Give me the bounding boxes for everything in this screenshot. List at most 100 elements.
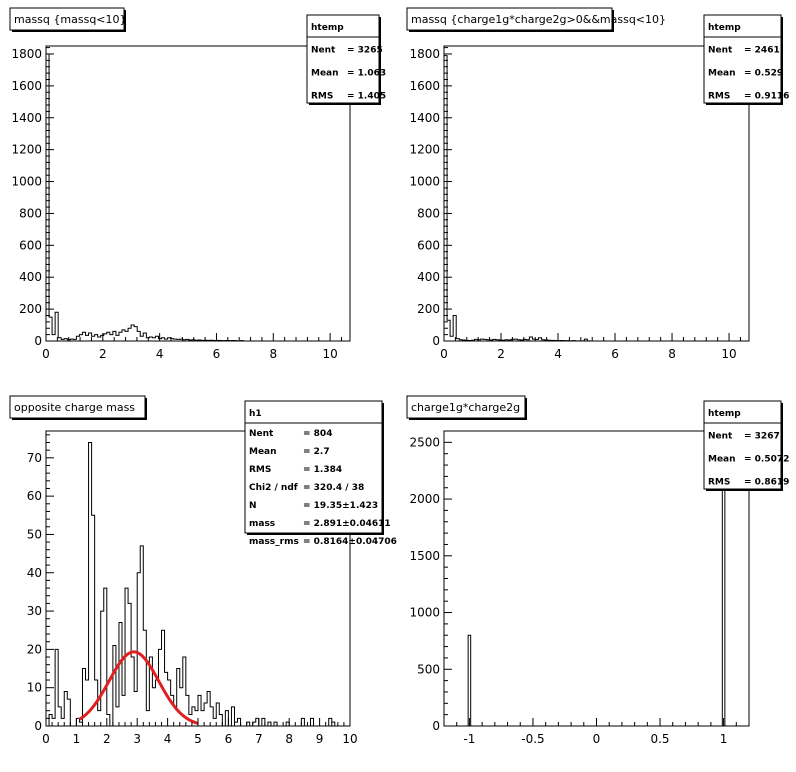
stats-label: RMS [708, 478, 730, 488]
stats-label: N [249, 501, 257, 511]
y-tick-label: 1800 [409, 47, 440, 61]
y-tick-label: 1200 [11, 143, 42, 157]
x-tick-label: 0.5 [650, 732, 669, 746]
x-tick-label: 8 [668, 347, 676, 361]
y-tick-label: 70 [27, 451, 42, 465]
stats-value: = 19.35±1.423 [303, 501, 378, 511]
histogram-outline [45, 53, 245, 342]
stats-name: htemp [708, 409, 741, 419]
stats-value: = 0.8619 [744, 478, 789, 488]
stats-label: Nent [708, 46, 733, 56]
stats-label: mass [249, 519, 275, 529]
histogram-panel-2: 0 2 4 6 8 10 0 200 400 600 800 1000 1200 1400 1600 1800… [406, 7, 789, 361]
stats-value: = 804 [303, 429, 332, 439]
y-tick-label: 0 [432, 334, 440, 348]
y-tick-label: 600 [19, 238, 42, 252]
stats-label: Mean [311, 69, 339, 79]
title-box [9, 7, 125, 31]
y-tick-label: 0 [34, 719, 42, 733]
y-tick-label: 600 [417, 238, 440, 252]
x-tick-label: 0 [42, 732, 50, 746]
y-tick-label: 400 [417, 270, 440, 284]
y-tick-label: 1600 [11, 79, 42, 93]
x-tick-label: 9 [316, 732, 324, 746]
stats-box [703, 400, 782, 490]
x-tick-label: 10 [721, 347, 736, 361]
stats-label: Mean [708, 455, 736, 465]
stats-value: = 2.7 [303, 447, 330, 457]
y-tick-label: 40 [27, 566, 42, 580]
x-tick-label: -1 [463, 732, 475, 746]
stats-label: mass_rms [249, 537, 299, 547]
x-tick-label: 8 [269, 347, 277, 361]
x-tick-label: 1 [720, 732, 728, 746]
y-tick-label: 60 [27, 489, 42, 503]
stats-value: = 0.529 [744, 69, 783, 79]
stats-value: = 3267 [744, 432, 780, 442]
y-tick-label: 200 [417, 302, 440, 316]
y-tick-label: 1600 [409, 79, 440, 93]
x-tick-label: 1 [73, 732, 81, 746]
stats-value: = 1.384 [303, 465, 342, 475]
plot-title: massq {massq<10} [14, 13, 127, 26]
y-tick-label: 1400 [409, 111, 440, 125]
x-tick-label: 2 [497, 347, 505, 361]
x-tick-label: 4 [164, 732, 172, 746]
x-tick-label: 10 [342, 732, 357, 746]
histogram-panel-3: 0 1 2 3 4 5 6 7 8 9 10 0 10 20 30 40 50 60 70 opposite char… [9, 395, 397, 746]
title-box [9, 395, 146, 419]
y-tick-label: 1800 [11, 47, 42, 61]
x-tick-label: 6 [213, 347, 221, 361]
y-tick-label: 0 [432, 719, 440, 733]
stats-value: = 2.891±0.04611 [303, 519, 391, 529]
y-tick-label: 1400 [11, 111, 42, 125]
x-tick-label: 10 [322, 347, 337, 361]
stats-name: h1 [249, 409, 262, 419]
x-tick-label: 2 [103, 732, 111, 746]
histogram-outline [443, 55, 591, 342]
plot-title: charge1g*charge2g [411, 401, 520, 414]
y-tick-label: 800 [417, 206, 440, 220]
y-tick-label: 10 [27, 681, 42, 695]
stats-value: = 3265 [347, 46, 383, 56]
plot-title: massq {charge1g*charge2g>0&&massq<10} [411, 13, 666, 26]
stats-value: = 0.9116 [744, 92, 789, 102]
y-tick-label: 20 [27, 642, 42, 656]
stats-name: htemp [708, 23, 741, 33]
stats-label: RMS [708, 92, 730, 102]
y-tick-label: 1000 [409, 175, 440, 189]
title-box [406, 395, 526, 419]
x-tick-label: 4 [554, 347, 562, 361]
stats-label: Nent [311, 46, 336, 56]
histogram-panel-1: 0 2 4 6 8 10 0 200 400 600 800 1000 1200 1400 1600 1800… [9, 7, 386, 361]
stats-label: RMS [311, 92, 333, 102]
y-tick-label: 400 [19, 270, 42, 284]
x-tick-label: 6 [225, 732, 233, 746]
histogram-panel-4: -1 -0.5 0 0.5 1 0 500 1000 1500 2000 2500 charge1g*… [406, 395, 789, 746]
y-tick-label: 1200 [409, 143, 440, 157]
y-tick-label: 0 [34, 334, 42, 348]
x-tick-label: 5 [194, 732, 202, 746]
y-tick-label: 500 [417, 662, 440, 676]
stats-label: Mean [708, 69, 736, 79]
x-tick-label: 7 [255, 732, 263, 746]
stats-value: = 0.5072 [744, 455, 789, 465]
x-tick-label: 2 [99, 347, 107, 361]
stats-box [703, 14, 782, 104]
y-tick-label: 2500 [409, 435, 440, 449]
stats-box [306, 14, 380, 104]
x-tick-label: 0 [440, 347, 448, 361]
stats-value: = 0.8164±0.04706 [303, 537, 397, 547]
x-tick-label: 0 [42, 347, 50, 361]
stats-label: Nent [249, 429, 274, 439]
x-tick-label: 0 [593, 732, 601, 746]
x-tick-label: 4 [156, 347, 164, 361]
stats-value: = 2461 [744, 46, 780, 56]
y-tick-label: 800 [19, 206, 42, 220]
y-tick-label: 2000 [409, 492, 440, 506]
x-tick-label: -0.5 [521, 732, 544, 746]
stats-label: Chi2 / ndf [249, 483, 298, 493]
stats-label: Mean [249, 447, 277, 457]
x-tick-label: 8 [285, 732, 293, 746]
